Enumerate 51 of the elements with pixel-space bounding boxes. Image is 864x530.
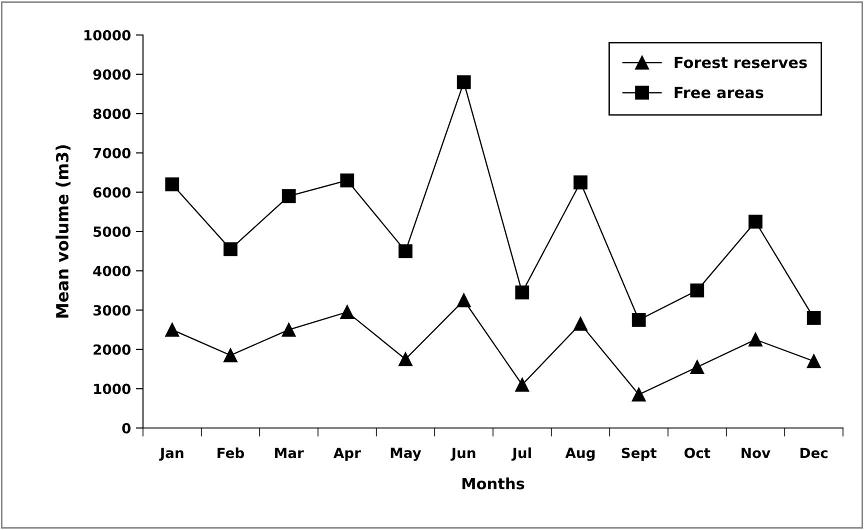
x-tick-label: May [390, 448, 422, 461]
point [632, 312, 646, 327]
point [340, 173, 354, 188]
x-tick-label: Feb [218, 447, 244, 458]
y-tick-label: 3000 [93, 305, 131, 316]
point [690, 360, 704, 374]
point [224, 242, 238, 256]
point [515, 285, 530, 300]
y-tick-label: 6000 [93, 187, 131, 198]
y-tick-label: 9000 [93, 69, 131, 80]
y-tick-label: 0 [122, 422, 131, 434]
x-tick-label: Mar [275, 448, 304, 458]
y-tick-label: 1000 [94, 384, 131, 394]
point [574, 175, 588, 190]
point [574, 316, 588, 331]
point [806, 311, 821, 325]
x-axis-title: Months [462, 478, 524, 490]
point [282, 322, 296, 337]
x-tick-label: Aug [565, 448, 595, 461]
y-tick-label: 7000 [93, 148, 131, 158]
point [632, 388, 646, 402]
x-tick-label: Oct [684, 448, 710, 458]
y-tick-label: 5000 [94, 226, 131, 237]
x-tick-label: Sept [622, 448, 657, 461]
y-tick-label: 8000 [93, 108, 131, 120]
point [690, 284, 704, 298]
point [165, 177, 180, 192]
point [282, 189, 296, 204]
point [748, 214, 762, 229]
x-tick-label: Dec [800, 448, 828, 458]
y-axis-title: Mean volume (m3) [56, 145, 70, 318]
point [340, 305, 354, 320]
point [456, 75, 471, 90]
y-tick-label: 2000 [94, 344, 131, 355]
x-tick-label: Jun [450, 448, 476, 461]
point [398, 352, 412, 366]
point [165, 322, 180, 337]
legend-label: Forest reserves [674, 56, 807, 68]
y-tick-label: 4000 [93, 266, 131, 276]
point [806, 354, 821, 368]
point [224, 348, 238, 362]
x-tick-label: Jul [511, 447, 531, 461]
x-tick-label: Jan [159, 448, 184, 461]
x-tick-label: Apr [333, 448, 361, 461]
y-tick-label: 10000 [84, 30, 131, 40]
point [398, 244, 412, 258]
legend-label: Free areas [674, 86, 764, 98]
point [515, 378, 530, 392]
x-tick-label: Nov [742, 448, 770, 458]
point [456, 293, 471, 308]
point [748, 332, 762, 347]
